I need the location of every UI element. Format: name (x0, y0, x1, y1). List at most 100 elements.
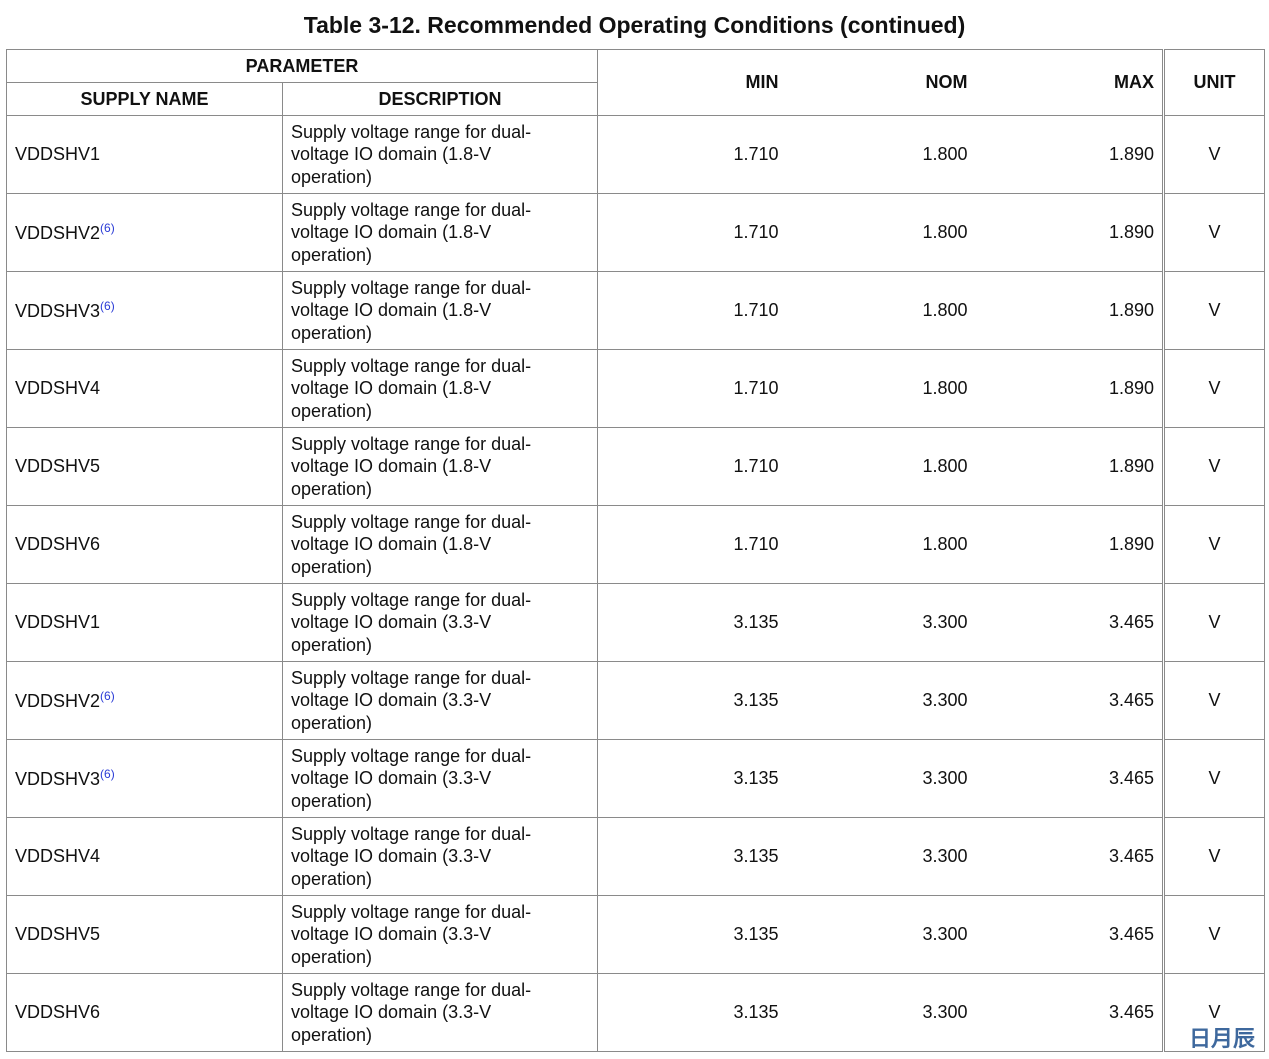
max-cell: 1.890 (975, 271, 1164, 350)
supply-name-cell: VDDSHV5 (6, 427, 283, 506)
supply-name: VDDSHV6 (15, 534, 101, 554)
max-cell: 1.890 (975, 349, 1164, 428)
header-cell: PARAMETER (5, 49, 599, 83)
min-cell: 1.710 (597, 427, 787, 506)
footnote-ref: (6) (100, 767, 115, 781)
description-cell: Supply voltage range for dual-voltage IO… (281, 817, 599, 896)
max-cell: 3.465 (975, 739, 1164, 818)
nom-cell: 3.300 (786, 973, 976, 1052)
table: PARAMETER MIN NOM MAX UNIT SUPPLY NAME D… (5, 49, 1266, 1052)
table-row: VDDSHV1 Supply voltage range for dual-vol… (6, 583, 1266, 662)
nom-cell: 1.800 (786, 505, 976, 584)
nom-cell: 3.300 (786, 739, 976, 818)
supply-name: VDDSHV1 (15, 144, 101, 164)
nom-cell: 1.800 (786, 271, 976, 350)
min-cell: 3.135 (597, 739, 787, 818)
supply-name: VDDSHV2 (15, 223, 101, 243)
table-title: Table 3-12. Recommended Operating Condit… (303, 12, 966, 38)
nom-cell: 1.800 (786, 193, 976, 272)
min-cell: 1.710 (597, 115, 787, 194)
table-row: VDDSHV6 Supply voltage range for dual-vol… (6, 973, 1266, 1052)
unit-cell: V (1162, 271, 1266, 350)
max-cell: 1.890 (975, 505, 1164, 584)
unit-cell: V (1162, 349, 1266, 428)
unit-cell: V (1162, 661, 1266, 740)
nom-cell: 3.300 (786, 817, 976, 896)
table-row: VDDSHV5 Supply voltage range for dual-vol… (6, 427, 1266, 506)
unit-cell: V (1162, 505, 1266, 584)
min-cell: 3.135 (597, 817, 787, 896)
nom-cell: 3.300 (786, 895, 976, 974)
min-cell: 1.710 (597, 505, 787, 584)
unit-cell: V (1162, 427, 1266, 506)
supply-name: VDDSHV2 (15, 691, 101, 711)
min-cell: 3.135 (597, 973, 787, 1052)
supply-name: VDDSHV3 (15, 769, 101, 789)
max-cell: 3.465 (975, 817, 1164, 896)
supply-name-cell: VDDSHV5 (6, 895, 283, 974)
footnote-ref: (6) (100, 689, 115, 703)
min-cell: 3.135 (597, 583, 787, 662)
nom-cell: 3.300 (786, 661, 976, 740)
min-cell: 3.135 (597, 661, 787, 740)
table-row: VDDSHV3(6) Supply voltage range for dual-… (6, 271, 1266, 350)
nom-cell: 1.800 (786, 427, 976, 506)
supply-name-cell: VDDSHV1 (6, 115, 283, 194)
table-body: VDDSHV1 Supply voltage range for dual-vol… (6, 115, 1266, 1052)
max-cell: 3.465 (975, 661, 1164, 740)
supply-name-cell: VDDSHV2(6) (6, 193, 283, 272)
footnote-ref: (6) (100, 221, 115, 235)
supply-name: VDDSHV6 (15, 1002, 101, 1022)
header-cell: MIN (597, 49, 787, 116)
min-cell: 3.135 (597, 895, 787, 974)
footnote-ref: (6) (100, 299, 115, 313)
description-cell: Supply voltage range for dual-voltage IO… (281, 271, 599, 350)
table-row: VDDSHV2(6) Supply voltage range for dual-… (6, 661, 1266, 740)
supply-name: VDDSHV5 (15, 456, 101, 476)
description-cell: Supply voltage range for dual-voltage IO… (281, 583, 599, 662)
supply-name-cell: VDDSHV3(6) (6, 271, 283, 350)
table-row: VDDSHV2(6) Supply voltage range for dual-… (6, 193, 1266, 272)
min-cell: 1.710 (597, 271, 787, 350)
unit-cell: V (1162, 817, 1266, 896)
nom-cell: 3.300 (786, 583, 976, 662)
nom-cell: 1.800 (786, 349, 976, 428)
header-cell: SUPPLY NAME (6, 82, 283, 116)
supply-name: VDDSHV4 (15, 378, 101, 398)
supply-name-cell: VDDSHV3(6) (6, 739, 283, 818)
description-cell: Supply voltage range for dual-voltage IO… (281, 973, 599, 1052)
supply-name: VDDSHV3 (15, 301, 101, 321)
description-cell: Supply voltage range for dual-voltage IO… (281, 115, 599, 194)
supply-name-cell: VDDSHV6 (6, 505, 283, 584)
supply-name-cell: VDDSHV4 (6, 817, 283, 896)
header-cell: DESCRIPTION (281, 82, 599, 116)
description-cell: Supply voltage range for dual-voltage IO… (281, 739, 599, 818)
unit-cell: V (1162, 193, 1266, 272)
header-cell: NOM (786, 49, 976, 116)
supply-name-cell: VDDSHV6 (6, 973, 283, 1052)
table-row: VDDSHV4 Supply voltage range for dual-vol… (6, 817, 1266, 896)
table-row: VDDSHV5 Supply voltage range for dual-vol… (6, 895, 1266, 974)
min-cell: 1.710 (597, 349, 787, 428)
description-cell: Supply voltage range for dual-voltage IO… (281, 661, 599, 740)
supply-name: VDDSHV1 (15, 612, 101, 632)
description-cell: Supply voltage range for dual-voltage IO… (281, 349, 599, 428)
nom-cell: 1.800 (786, 115, 976, 194)
max-cell: 3.465 (975, 583, 1164, 662)
max-cell: 3.465 (975, 895, 1164, 974)
table-row: VDDSHV6 Supply voltage range for dual-vol… (6, 505, 1266, 584)
unit-cell: V (1162, 115, 1266, 194)
description-cell: Supply voltage range for dual-voltage IO… (281, 505, 599, 584)
table-row: VDDSHV3(6) Supply voltage range for dual-… (6, 739, 1266, 818)
description-cell: Supply voltage range for dual-voltage IO… (281, 427, 599, 506)
supply-name: VDDSHV5 (15, 924, 101, 944)
supply-name-cell: VDDSHV1 (6, 583, 283, 662)
supply-name: VDDSHV4 (15, 846, 101, 866)
supply-name-cell: VDDSHV2(6) (6, 661, 283, 740)
header-cell: MAX (975, 49, 1164, 116)
unit-cell: V (1162, 895, 1266, 974)
description-cell: Supply voltage range for dual-voltage IO… (281, 193, 599, 272)
max-cell: 1.890 (975, 193, 1164, 272)
unit-cell: V (1162, 583, 1266, 662)
